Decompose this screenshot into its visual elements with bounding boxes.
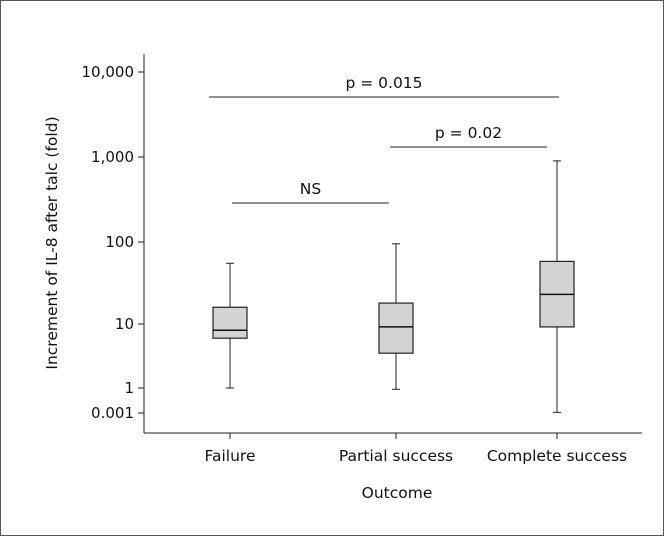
interquartile-box (378, 302, 414, 354)
box-partial-success (378, 243, 414, 390)
comparison-group: p = 0.015 p = 0.02 NS (209, 74, 559, 204)
x-tick-group: Failure Partial success Complete success (205, 433, 627, 465)
y-tick-label: 10 (115, 315, 134, 333)
box-complete-success (539, 160, 575, 413)
y-tick-group: 10,000 1,000 100 10 1 0.001 (82, 63, 144, 422)
comparison-label: NS (300, 180, 321, 198)
x-category-label: Partial success (339, 447, 453, 465)
x-category-label: Complete success (487, 447, 627, 465)
y-tick-label: 10,000 (82, 63, 135, 81)
y-tick-label: 1,000 (91, 148, 134, 166)
boxes-group (212, 160, 575, 413)
y-axis-title: Increment of IL-8 after talc (fold) (43, 116, 61, 369)
comparison-2: NS (232, 180, 389, 204)
comparison-0: p = 0.015 (209, 74, 559, 98)
x-axis-title: Outcome (362, 484, 433, 502)
comparison-1: p = 0.02 (390, 124, 547, 148)
y-tick-label: 1 (124, 379, 134, 397)
y-tick-label: 0.001 (91, 404, 134, 422)
interquartile-box (212, 306, 248, 339)
y-tick-label: 100 (105, 233, 134, 251)
comparison-label: p = 0.02 (435, 124, 502, 142)
box-failure (212, 262, 248, 389)
axes-group (143, 54, 642, 434)
x-category-label: Failure (205, 447, 256, 465)
comparison-label: p = 0.015 (345, 74, 422, 92)
